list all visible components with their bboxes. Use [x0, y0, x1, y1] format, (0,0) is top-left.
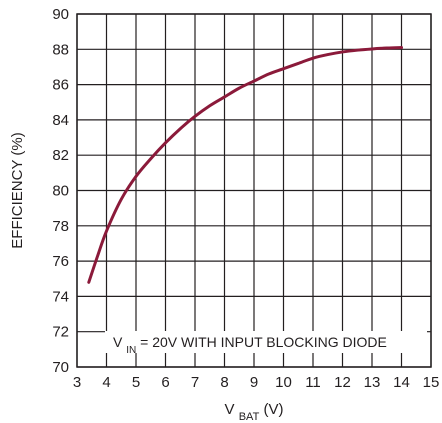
x-tick-label: 13 [364, 374, 381, 391]
x-tick-label: 4 [102, 374, 110, 391]
y-tick-label: 74 [52, 288, 69, 305]
annotation-box [105, 331, 427, 353]
y-tick-label: 72 [52, 324, 69, 341]
x-tick-label: 12 [334, 374, 351, 391]
annotation-rest: = 20V WITH INPUT BLOCKING DIODE [140, 334, 387, 350]
x-axis-title-sub: BAT [239, 411, 260, 423]
y-tick-label: 84 [52, 112, 69, 129]
plot-frame [76, 13, 432, 368]
x-tick-label: 3 [73, 374, 81, 391]
y-tick-label: 90 [52, 6, 69, 23]
x-tick-label: 10 [275, 374, 292, 391]
x-tick-label: 11 [305, 374, 321, 391]
y-tick-label: 86 [52, 77, 69, 94]
x-tick-label: 6 [161, 374, 169, 391]
annotation-main: V [113, 334, 123, 350]
x-axis-title-main: V [225, 401, 235, 418]
y-tick-labels: 70 72 74 76 78 80 82 84 86 88 90 [52, 6, 69, 376]
annotation-sub: IN [126, 345, 136, 356]
x-tick-label: 9 [250, 374, 258, 391]
x-tick-label: 8 [220, 374, 228, 391]
x-axis-title: V BAT (V) [225, 401, 284, 423]
y-tick-label: 78 [52, 218, 69, 235]
y-tick-label: 82 [52, 147, 69, 164]
x-tick-labels: 3 4 5 6 7 8 9 10 11 12 13 14 15 [73, 374, 440, 391]
y-tick-label: 76 [52, 253, 69, 270]
x-tick-label: 7 [191, 374, 199, 391]
y-tick-label: 80 [52, 183, 69, 200]
y-axis-title: EFFICIENCY (%) [9, 132, 26, 248]
x-tick-label: 5 [132, 374, 140, 391]
annotation-text: V IN = 20V WITH INPUT BLOCKING DIODE [113, 334, 387, 356]
x-tick-label: 15 [423, 374, 440, 391]
x-tick-label: 14 [393, 374, 410, 391]
y-tick-label: 70 [52, 359, 69, 376]
y-tick-label: 88 [52, 41, 69, 58]
efficiency-series-line [87, 46, 403, 284]
x-axis-title-unit: (V) [263, 401, 283, 418]
annotation: V IN = 20V WITH INPUT BLOCKING DIODE [105, 331, 427, 356]
grid [76, 13, 432, 368]
